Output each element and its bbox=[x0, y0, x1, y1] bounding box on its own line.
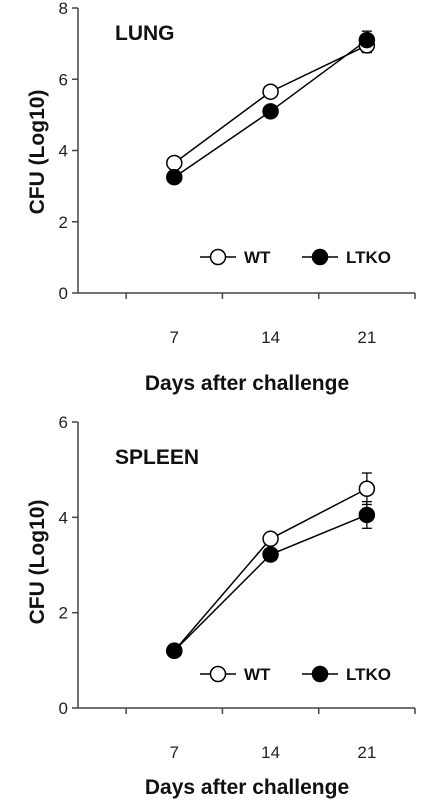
chart-title: LUNG bbox=[115, 22, 175, 45]
y-tick-label: 6 bbox=[59, 413, 68, 432]
y-tick-label: 8 bbox=[59, 0, 68, 18]
x-axis-title: Days after challenge bbox=[145, 372, 349, 395]
spleen-chart: SPLEEN CFU (Log10) Days after challenge … bbox=[26, 413, 416, 799]
y-tick-label: 6 bbox=[59, 70, 68, 89]
series-line bbox=[173, 488, 368, 652]
legend-label: LTKO bbox=[346, 248, 391, 267]
legend-marker bbox=[311, 665, 329, 683]
x-tick-label: 14 bbox=[261, 328, 280, 347]
chart-title: SPLEEN bbox=[115, 446, 199, 469]
y-tick-label: 0 bbox=[59, 284, 68, 303]
data-point bbox=[166, 168, 183, 186]
y-axis-title: CFU (Log10) bbox=[26, 500, 49, 625]
y-tick-label: 2 bbox=[59, 213, 68, 232]
legend-marker bbox=[209, 248, 227, 266]
data-point bbox=[166, 154, 183, 172]
legend-marker bbox=[209, 665, 227, 683]
legend-label: LTKO bbox=[346, 665, 391, 684]
x-tick-label: 21 bbox=[357, 328, 376, 347]
x-tick-label: 21 bbox=[357, 743, 376, 762]
x-tick-label: 7 bbox=[170, 743, 179, 762]
data-point bbox=[166, 642, 183, 660]
y-tick-label: 2 bbox=[59, 604, 68, 623]
lung-chart: LUNG CFU (Log10) Days after challenge 0 2… bbox=[26, 0, 416, 395]
data-point bbox=[358, 31, 376, 49]
legend-label: WT bbox=[244, 665, 271, 684]
data-point bbox=[262, 83, 279, 100]
data-point bbox=[358, 480, 376, 497]
data-point bbox=[262, 103, 279, 120]
data-point bbox=[262, 546, 279, 563]
y-tick-label: 4 bbox=[59, 508, 68, 527]
x-axis-title: Days after challenge bbox=[145, 776, 349, 799]
data-point bbox=[358, 506, 376, 524]
legend-label: WT bbox=[244, 248, 271, 267]
legend-marker bbox=[311, 248, 329, 266]
x-tick-label: 14 bbox=[261, 743, 280, 762]
y-axis-title: CFU (Log10) bbox=[26, 90, 49, 215]
x-tick-label: 7 bbox=[170, 328, 179, 347]
y-tick-label: 0 bbox=[59, 699, 68, 718]
y-tick-label: 4 bbox=[59, 142, 68, 161]
data-point bbox=[262, 530, 279, 548]
